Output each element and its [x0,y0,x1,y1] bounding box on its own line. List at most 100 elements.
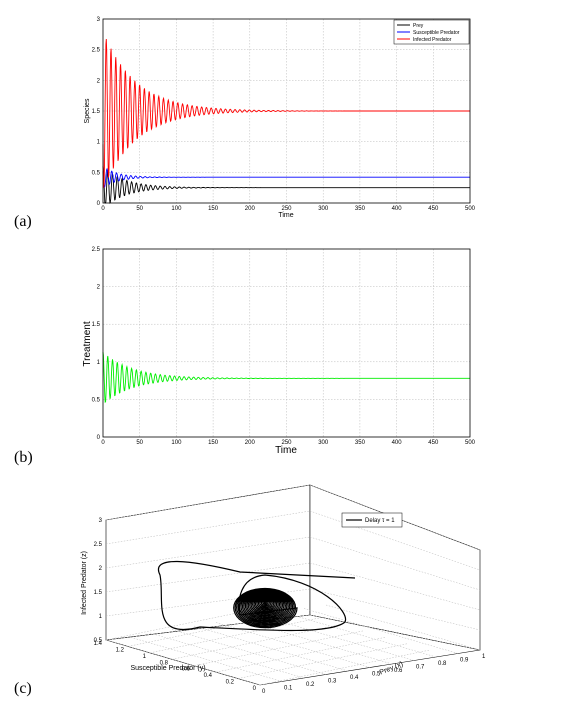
series-group-b [102,351,470,403]
c-xtick: 0.6 [394,668,403,674]
y-axis-label-c: Susceptible Predator (y) [130,665,205,672]
b-xtick: 150 [208,440,219,446]
c-zgrid-left [105,484,311,521]
a-ytick: 0 [97,201,101,207]
a-ytick: 0.5 [92,170,101,176]
c-ytick: 1.4 [94,641,103,647]
c-zgrid-left [105,536,311,569]
a-series-1 [102,167,470,189]
c-ztick: 1.5 [94,590,103,596]
c-xtick: 0.7 [416,665,425,671]
a-xtick: 300 [318,206,329,212]
c-ytick: 0.4 [204,673,213,679]
x-axis-label-b: Time [275,445,297,456]
c-zgrid-right [309,614,481,651]
c-zgrid-right [309,536,481,591]
a-xtick: 250 [281,206,292,212]
c-zgrid-right [309,562,481,611]
a-xtick: 0 [101,206,105,212]
species-time-chart: 0 50 100 150 200 250 300 350 400 450 500 0 0.5 1 1.5 2 2… [84,17,476,219]
c-xtick: 0.4 [350,675,359,681]
b-xtick: 300 [318,440,329,446]
a-xtick: 200 [245,206,256,212]
panel-c-label: (c) [14,680,32,697]
c-xtick: 0.2 [306,682,315,688]
b-ytick: 1.5 [92,322,101,328]
legend-c: Delay τ = 1 [341,512,403,528]
x-axis-label-a: Time [278,212,293,219]
panel-a-label: (a) [14,213,32,230]
c-ygrid [149,617,321,654]
b-ytick: 0.5 [92,397,101,403]
a-ytick: 1 [97,140,101,146]
b-ytick: 1 [97,360,101,366]
c-xtick: 0.9 [460,658,469,664]
plot-frame-a [102,18,471,204]
a-ytick: 3 [97,17,101,23]
c-ygrid [259,649,431,686]
a-ytick: 1.5 [92,109,101,115]
c-ztick: 3 [99,518,103,524]
c-xtick: 0.8 [438,661,447,667]
b-xtick: 200 [245,440,256,446]
trajectory-3d [157,560,356,632]
panel-b-label: (b) [14,449,33,466]
c-ygrid [215,636,387,673]
c-ygrid [237,643,409,679]
legend-label-prey: Prey [413,23,424,29]
a-series-0 [102,166,470,204]
y-axis-label-a: Species [84,98,91,123]
series-group-a [102,38,470,204]
a-series-2 [102,38,470,188]
b-xtick: 450 [428,440,439,446]
ticks-c: 0.5 1 1.5 2 2.5 3 0 0.2 0.4 0.6 0.8 1 1.2 1.4 0 0.1 0.2 0… [94,518,486,695]
grid-b [103,249,470,437]
legend-label-delay: Delay τ = 1 [365,518,395,524]
a-xtick: 150 [208,206,219,212]
c-ytick: 0.2 [226,680,235,686]
b-xtick: 100 [171,440,182,446]
b-xtick: 50 [136,440,143,446]
z-axis-label-c: Infected Predator (z) [81,551,88,615]
b-series-0 [102,351,470,403]
b-xtick: 500 [465,440,476,446]
a-ytick: 2.5 [92,48,101,54]
b-xtick: 400 [392,440,403,446]
a-ytick: 2 [97,78,101,84]
c-xtick: 1 [482,654,486,660]
c-xtick: 0.5 [372,672,381,678]
c-ytick: 1.2 [116,647,125,653]
a-xtick: 450 [428,206,439,212]
c-ytick: 0 [253,686,257,692]
plot-frame-b [102,248,471,438]
b-xtick: 0 [101,440,105,446]
y-axis-label-b: Treatment [82,321,93,366]
a-xtick: 350 [355,206,366,212]
a-xtick: 100 [171,206,182,212]
c-ztick: 2 [99,566,103,572]
c-ztick: 0.5 [94,638,103,644]
c-ztick: 2.5 [94,542,103,548]
c-ytick: 0.8 [160,660,169,666]
ticks-a: 0 50 100 150 200 250 300 350 400 450 500 0 0.5 1 1.5 2 2… [92,17,476,212]
a-xtick: 400 [392,206,403,212]
legend-label-susceptible: Susceptible Predator [413,30,460,36]
c-zgrid-left [105,562,311,593]
ticks-b: 0 50 100 150 200 250 300 350 400 450 500 0 0.5 1 1.5 2 2… [92,247,476,446]
phase-portrait-3d: 0.5 1 1.5 2 2.5 3 0 0.2 0.4 0.6 0.8 1 1.2 1.4 0 0.1 0.2 0… [81,484,486,695]
legend-label-infected: Infected Predator [413,37,452,43]
treatment-time-chart: 0 50 100 150 200 250 300 350 400 450 500 0 0.5 1 1.5 2 2… [82,247,476,456]
b-ytick: 2.5 [92,247,101,253]
b-xtick: 350 [355,440,366,446]
c-ytick: 0.6 [182,667,191,673]
b-ytick: 2 [97,285,101,291]
legend-a: Prey Susceptible Predator Infected Preda… [393,19,470,45]
c-ytick: 1 [143,654,147,660]
a-xtick: 50 [136,206,143,212]
c-ztick: 1 [99,614,103,620]
c-ygrid [193,630,365,666]
b-xtick: 250 [281,440,292,446]
c-xtick: 0 [262,689,266,695]
c-zgrid-left [105,510,311,545]
c-zgrid-right [309,588,481,631]
